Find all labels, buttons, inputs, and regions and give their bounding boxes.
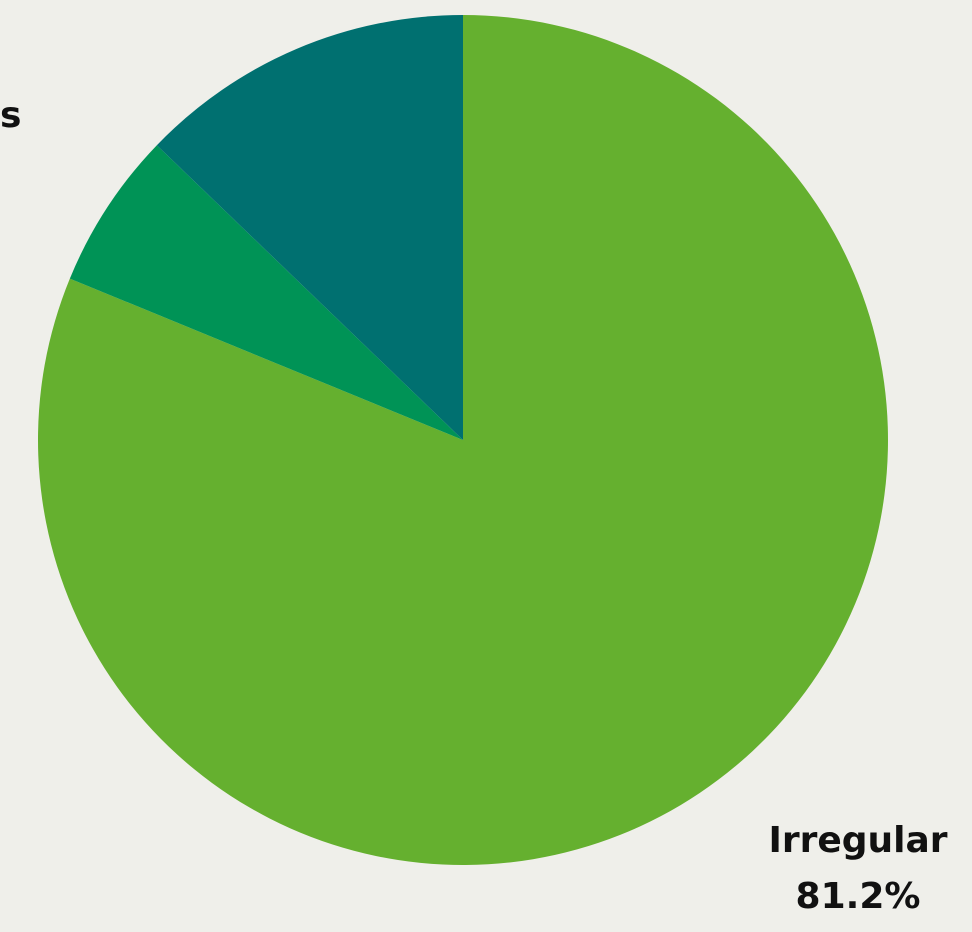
pie-slice-irregular bbox=[37, 15, 888, 865]
pie-slices bbox=[37, 15, 888, 865]
slice-label-irregular: Irregular bbox=[768, 820, 947, 861]
slice-value-irregular: 81.2% bbox=[796, 876, 921, 917]
pie-slice-3 bbox=[156, 15, 464, 440]
pie-slice-2 bbox=[69, 145, 463, 441]
cropped-label-fragment: s bbox=[0, 95, 21, 136]
